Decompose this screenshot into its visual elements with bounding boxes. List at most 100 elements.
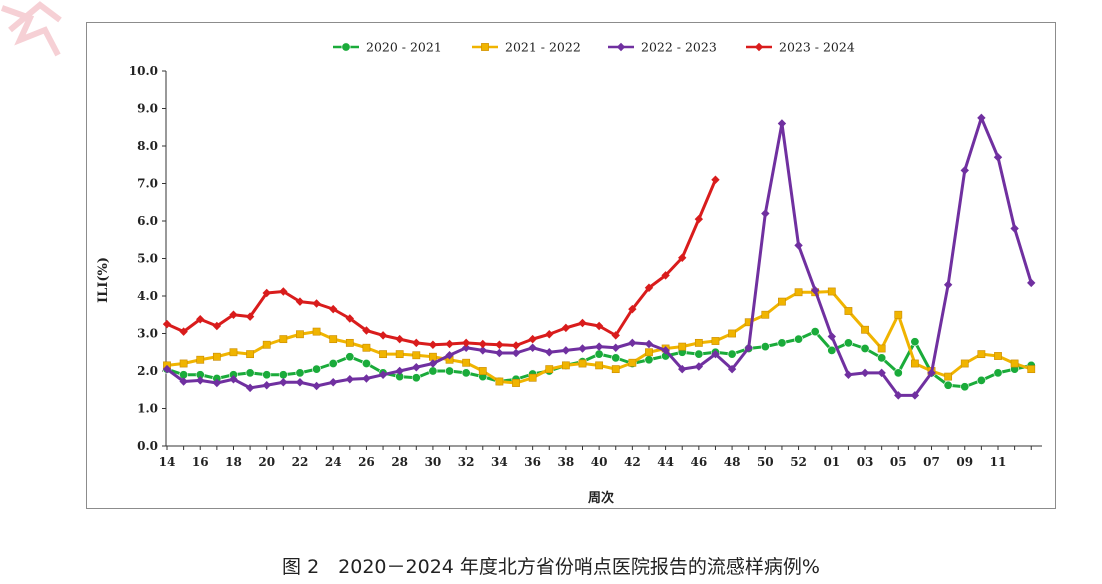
x-tick-label: 30	[425, 455, 442, 469]
data-point	[711, 349, 720, 359]
data-point	[760, 342, 770, 352]
line-chart: 2020 - 2021 2021 - 2022 2022 - 2023 2023 - …	[96, 40, 1042, 506]
data-point	[512, 379, 520, 387]
data-point	[944, 372, 953, 381]
data-point	[528, 373, 537, 382]
data-point	[893, 368, 903, 378]
legend-item: 2021 - 2022	[472, 40, 581, 55]
x-tick-label: 20	[258, 455, 275, 469]
data-point	[395, 366, 404, 376]
data-point	[495, 348, 504, 358]
data-point	[262, 340, 271, 349]
data-point	[429, 352, 437, 361]
data-point	[1027, 278, 1036, 288]
y-tick-label: 2.0	[137, 364, 158, 378]
data-point	[943, 280, 953, 289]
data-point	[395, 334, 404, 344]
x-tick-label: 34	[491, 455, 508, 469]
data-point	[378, 331, 388, 340]
data-point	[644, 355, 654, 365]
x-tick-label: 38	[558, 455, 575, 469]
data-point	[262, 370, 272, 380]
x-tick-label: 18	[225, 455, 242, 469]
data-point	[295, 368, 305, 378]
data-point	[478, 346, 487, 355]
data-point	[628, 358, 637, 367]
data-point	[196, 376, 205, 385]
data-point	[960, 359, 969, 368]
legend-item: 2020 - 2021	[333, 40, 442, 55]
watermark-seal	[0, 1, 62, 57]
x-tick-label: 01	[823, 455, 840, 469]
data-point	[245, 383, 255, 393]
data-point	[428, 340, 438, 349]
data-point	[495, 340, 504, 349]
data-point	[578, 344, 587, 353]
data-point	[744, 343, 753, 352]
data-point	[196, 355, 205, 364]
data-point	[362, 374, 371, 383]
data-point	[411, 373, 421, 383]
chart-panel: 2020 - 2021 2021 - 2022 2022 - 2023 2023 - …	[86, 22, 1056, 509]
data-point	[179, 359, 188, 368]
data-point	[644, 339, 654, 349]
data-point	[445, 339, 454, 349]
data-point	[561, 361, 570, 370]
data-point	[345, 338, 354, 347]
data-point	[810, 286, 820, 295]
data-point	[644, 283, 654, 292]
data-point	[794, 241, 803, 250]
data-point	[1010, 359, 1019, 368]
data-point	[827, 332, 836, 341]
x-tick-label: 14	[159, 455, 176, 469]
y-axis: 0.0 1.0 2.0 3.0 4.0 5.0 6.0 7.0 8.0 9.0 10.0	[129, 64, 167, 453]
data-point	[179, 377, 188, 386]
x-tick-label: 03	[857, 455, 874, 469]
data-point	[461, 343, 471, 352]
data-point	[977, 113, 986, 123]
data-point	[678, 253, 687, 262]
x-tick-label: 50	[757, 455, 774, 469]
data-point	[861, 325, 869, 334]
data-point	[943, 380, 953, 390]
data-point	[561, 346, 571, 355]
data-point	[545, 330, 554, 339]
data-point	[678, 342, 687, 351]
data-point	[445, 366, 455, 376]
data-point	[345, 375, 355, 384]
data-point	[212, 378, 222, 388]
x-tick-label: 28	[391, 455, 408, 469]
data-point	[528, 343, 537, 352]
data-point	[412, 351, 421, 360]
data-point	[461, 338, 471, 348]
legend-swatch-marker	[481, 43, 489, 51]
data-point	[312, 364, 322, 374]
y-tick-label: 6.0	[137, 214, 158, 228]
y-tick-label: 7.0	[137, 177, 158, 191]
data-point	[212, 352, 221, 361]
data-point	[462, 358, 471, 367]
data-point	[378, 370, 388, 379]
data-point	[611, 331, 620, 340]
data-point	[727, 364, 737, 374]
series-layer	[162, 113, 1036, 400]
data-point	[778, 297, 786, 306]
data-point	[495, 377, 504, 386]
data-point	[545, 365, 554, 374]
data-point	[810, 327, 820, 337]
data-point	[362, 343, 371, 352]
y-tick-label: 1.0	[137, 402, 158, 416]
x-axis: 14 16 18 20 22 24 26 28 30 32 34 36 38 40 42 44 46 48 50 52…	[159, 445, 1042, 469]
data-point	[645, 348, 653, 357]
data-point	[246, 350, 254, 359]
x-tick-label: 40	[591, 455, 608, 469]
series-line	[166, 179, 717, 347]
data-point	[794, 334, 804, 344]
data-point	[478, 339, 487, 349]
data-point	[927, 368, 936, 378]
data-point	[661, 346, 670, 355]
data-point	[262, 381, 271, 390]
data-point	[910, 391, 920, 400]
data-point	[678, 364, 687, 374]
x-tick-label: 52	[790, 455, 807, 469]
